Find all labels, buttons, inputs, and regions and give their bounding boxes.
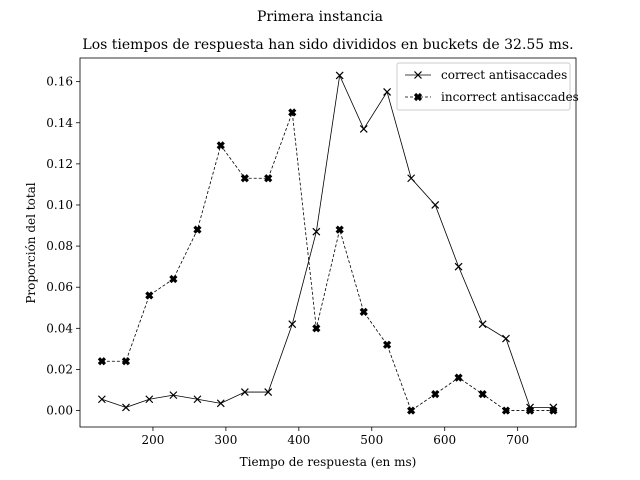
legend-marker-correct bbox=[414, 71, 422, 79]
data-point bbox=[335, 225, 344, 234]
x-tick-label: 200 bbox=[141, 433, 164, 447]
x-tick-label: 500 bbox=[360, 433, 383, 447]
data-point bbox=[169, 391, 178, 400]
data-point bbox=[359, 124, 368, 133]
y-tick-label: 0.10 bbox=[46, 198, 73, 212]
data-point bbox=[288, 320, 297, 329]
data-point bbox=[502, 334, 510, 343]
data-point bbox=[312, 227, 321, 236]
data-point bbox=[549, 406, 558, 415]
y-tick-label: 0.06 bbox=[46, 280, 73, 294]
y-tick-label: 0.16 bbox=[46, 75, 73, 89]
data-point bbox=[431, 201, 440, 209]
series-incorrect bbox=[97, 108, 558, 415]
series-line bbox=[101, 112, 554, 412]
data-point bbox=[122, 403, 130, 412]
data-point bbox=[145, 291, 154, 300]
y-tick-label: 0.08 bbox=[46, 239, 73, 253]
data-point bbox=[240, 388, 249, 396]
data-point bbox=[193, 395, 202, 404]
legend-marker-bold-x-icon bbox=[413, 92, 423, 102]
legend-marker-incorrect bbox=[413, 92, 423, 102]
data-point bbox=[216, 141, 225, 150]
legend-marker-x-icon bbox=[414, 71, 422, 79]
y-axis-ticks: 0.00 0.02 0.04 0.06 0.08 0.10 0.12 0.14 0.16 bbox=[46, 75, 80, 418]
data-point bbox=[478, 390, 487, 399]
plot-area: 200 300 400 500 600 700 0.000.020.040.060.080… bbox=[46, 57, 577, 447]
chart-title: Los tiempos de respuesta han sido dividi… bbox=[82, 37, 573, 53]
data-point bbox=[407, 174, 416, 183]
x-tick-label: 400 bbox=[287, 433, 310, 447]
data-point bbox=[454, 373, 463, 382]
data-point bbox=[382, 340, 392, 349]
legend-label-incorrect: incorrect antisaccades bbox=[441, 90, 579, 104]
series-layer bbox=[97, 71, 558, 415]
data-point bbox=[97, 395, 106, 404]
data-point bbox=[407, 406, 416, 415]
data-point bbox=[312, 324, 321, 333]
plot-frame bbox=[79, 57, 577, 428]
data-point bbox=[264, 388, 273, 396]
data-point bbox=[335, 71, 344, 80]
x-tick-label: 600 bbox=[433, 433, 456, 447]
data-point bbox=[288, 108, 297, 117]
x-tick-label: 300 bbox=[214, 433, 237, 447]
y-tick-label: 0.04 bbox=[46, 321, 73, 335]
y-tick-label: 0.00 bbox=[46, 404, 73, 418]
data-point bbox=[193, 225, 202, 234]
data-point bbox=[431, 390, 440, 399]
x-axis-ticks: 200 300 400 500 600 700 bbox=[141, 427, 529, 447]
y-axis-label: Proporción del total bbox=[24, 182, 38, 303]
data-point bbox=[501, 406, 511, 415]
legend: correct antisaccades incorrect antisacca… bbox=[396, 62, 579, 111]
series-line bbox=[101, 74, 554, 408]
y-tick-label: 0.14 bbox=[46, 116, 73, 130]
y-tick-label: 0.12 bbox=[46, 157, 73, 171]
data-point bbox=[145, 395, 154, 404]
data-point bbox=[169, 274, 178, 284]
data-point bbox=[97, 357, 106, 366]
x-axis-label: Tiempo de respuesta (en ms) bbox=[240, 455, 417, 469]
data-point bbox=[383, 87, 392, 96]
legend-box bbox=[396, 62, 571, 111]
data-point bbox=[525, 406, 535, 415]
chart-suptitle: Primera instancia bbox=[257, 9, 383, 25]
legend-label-correct: correct antisaccades bbox=[441, 68, 567, 82]
data-point bbox=[216, 399, 225, 408]
data-point bbox=[264, 174, 273, 183]
data-point bbox=[240, 174, 249, 183]
data-point bbox=[454, 262, 463, 271]
data-point bbox=[478, 320, 487, 329]
data-point bbox=[121, 357, 131, 366]
series-correct bbox=[97, 71, 558, 412]
x-tick-label: 700 bbox=[506, 433, 529, 447]
y-tick-label: 0.02 bbox=[46, 362, 73, 376]
data-point bbox=[359, 307, 368, 316]
